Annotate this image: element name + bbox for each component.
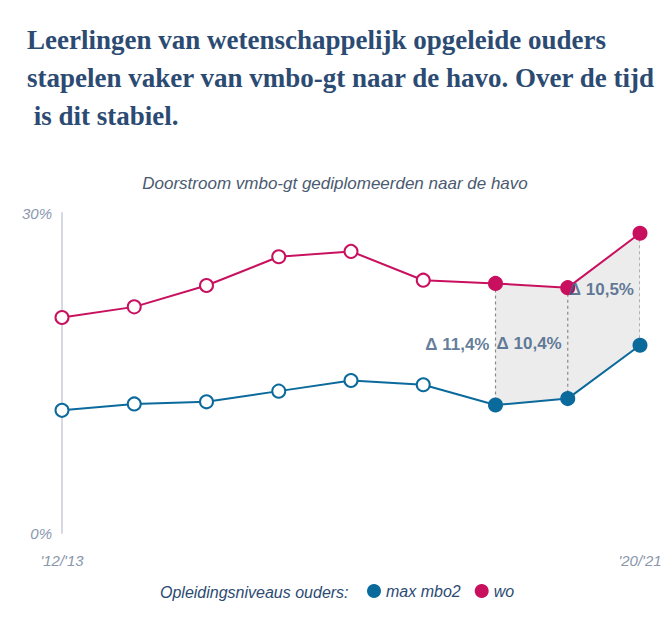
- svg-text:'12/'13: '12/'13: [40, 552, 84, 569]
- svg-text:max mbo2: max mbo2: [386, 583, 461, 600]
- svg-text:Leerlingen van wetenschappelij: Leerlingen van wetenschappelijk opgeleid…: [27, 25, 613, 55]
- svg-text:30%: 30%: [22, 205, 52, 222]
- svg-text:Doorstroom vmbo-gt gediplomeer: Doorstroom vmbo-gt gediplomeerden naar d…: [142, 174, 528, 193]
- svg-text:0%: 0%: [30, 525, 52, 542]
- svg-text:'20/'21: '20/'21: [618, 552, 661, 569]
- svg-text:Δ 11,4%: Δ 11,4%: [425, 335, 489, 354]
- svg-text:Δ 10,4%: Δ 10,4%: [497, 334, 562, 353]
- svg-text:Δ 10,5%: Δ 10,5%: [569, 280, 634, 299]
- svg-text:Opleidingsniveaus ouders:: Opleidingsniveaus ouders:: [160, 584, 349, 601]
- svg-text:stapelen vaker van vmbo-gt naa: stapelen vaker van vmbo-gt naar de havo.…: [27, 63, 654, 93]
- svg-text:is dit stabiel.: is dit stabiel.: [27, 101, 179, 131]
- svg-text:wo: wo: [494, 583, 515, 600]
